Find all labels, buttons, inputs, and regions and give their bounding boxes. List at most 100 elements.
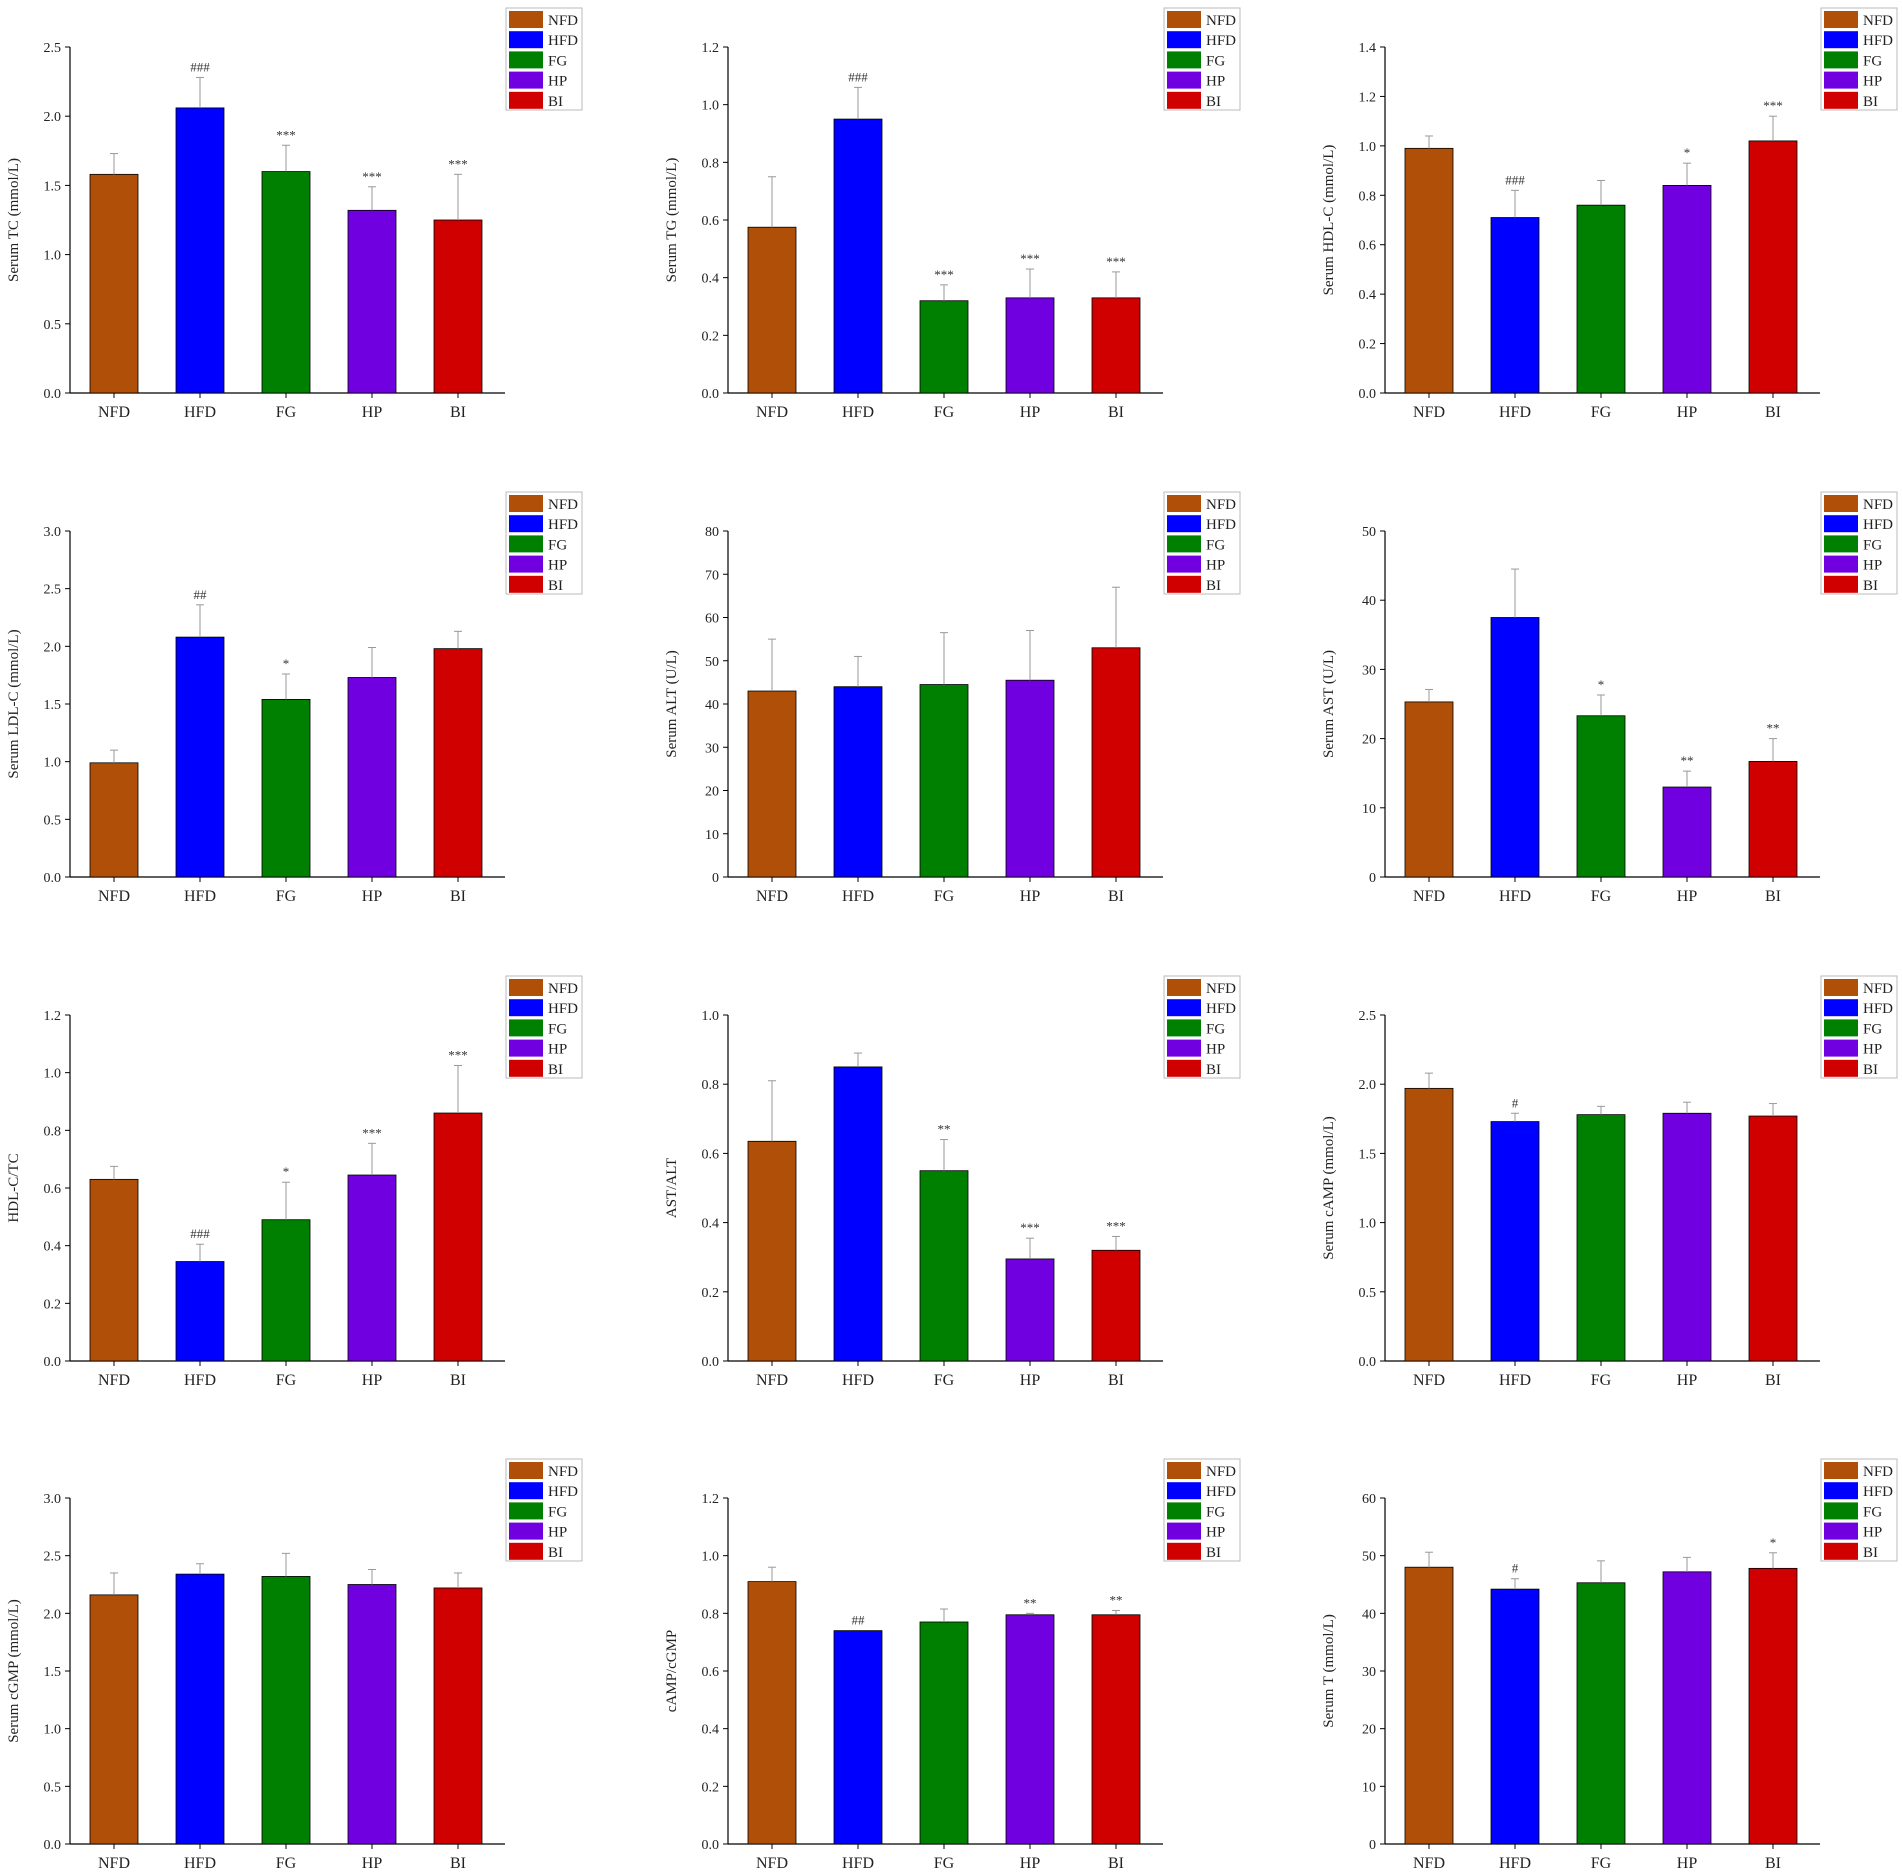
legend-swatch-bi bbox=[1824, 1059, 1858, 1077]
legend: NFD HFD FG HP BI bbox=[505, 491, 583, 595]
legend: NFD HFD FG HP BI bbox=[1820, 7, 1898, 111]
bar-fg bbox=[261, 1219, 311, 1362]
legend-swatch-bi bbox=[1167, 91, 1201, 109]
x-tick-label: NFD bbox=[756, 404, 788, 421]
y-tick-label: 30 bbox=[1362, 663, 1376, 678]
legend-swatch-hp bbox=[1167, 1039, 1201, 1057]
chart-panel-12: 0 10 20 30 40 50 60 Serum T (mmol/L) NFD # HFD FG HP… bbox=[1321, 1458, 1898, 1872]
y-tick-label: 50 bbox=[1362, 1550, 1376, 1565]
y-tick-label: 0.0 bbox=[44, 387, 62, 402]
bar-hp bbox=[347, 209, 397, 394]
significance-label: *** bbox=[934, 267, 954, 282]
legend-label-bi: BI bbox=[548, 94, 563, 110]
bar-fg bbox=[1576, 1114, 1626, 1362]
legend-swatch-fg bbox=[509, 1502, 543, 1520]
x-tick-label: NFD bbox=[756, 888, 788, 905]
legend-swatch-hp bbox=[1824, 555, 1858, 573]
legend-label-fg: FG bbox=[548, 1021, 567, 1037]
legend-label-hfd: HFD bbox=[1863, 1001, 1893, 1017]
significance-label: ** bbox=[1024, 1595, 1037, 1610]
legend-label-hp: HP bbox=[548, 1042, 567, 1058]
bar-hp bbox=[347, 677, 397, 878]
significance-label: ## bbox=[194, 587, 208, 602]
y-tick-label: 0.0 bbox=[702, 1355, 720, 1370]
bar-nfd bbox=[747, 690, 797, 878]
bar-fg bbox=[919, 1170, 969, 1362]
legend-swatch-fg bbox=[1824, 1502, 1858, 1520]
significance-label: * bbox=[283, 656, 290, 671]
x-tick-label: HFD bbox=[842, 888, 874, 905]
legend-swatch-nfd bbox=[1167, 979, 1201, 996]
legend-swatch-hfd bbox=[509, 999, 543, 1017]
y-tick-label: 1.0 bbox=[702, 1550, 720, 1565]
bar-hfd bbox=[175, 636, 225, 878]
legend-swatch-nfd bbox=[1824, 979, 1858, 996]
x-tick-label: HP bbox=[1020, 1372, 1041, 1389]
chart-panel-10: 0.0 0.5 1.0 1.5 2.0 2.5 3.0 Serum cGMP (mmol/L)… bbox=[6, 1458, 583, 1872]
legend-swatch-hfd bbox=[509, 515, 543, 533]
x-tick-label: HP bbox=[1020, 1855, 1041, 1872]
y-tick-label: 1.0 bbox=[44, 1723, 62, 1738]
y-tick-label: 50 bbox=[705, 655, 719, 670]
significance-label: # bbox=[1512, 1095, 1519, 1110]
bar-hfd bbox=[175, 1573, 225, 1845]
x-tick-label: HFD bbox=[842, 1372, 874, 1389]
legend-label-hp: HP bbox=[548, 558, 567, 574]
y-tick-label: 20 bbox=[1362, 1723, 1376, 1738]
y-tick-label: 1.0 bbox=[702, 99, 720, 114]
x-tick-label: HFD bbox=[842, 1855, 874, 1872]
legend-swatch-hfd bbox=[1824, 31, 1858, 49]
bar-bi bbox=[433, 1112, 483, 1362]
y-tick-label: 40 bbox=[1362, 594, 1376, 609]
y-axis-label: Serum HDL-C (mmol/L) bbox=[1321, 145, 1337, 296]
legend-label-nfd: NFD bbox=[1206, 981, 1236, 997]
legend-label-hfd: HFD bbox=[1206, 517, 1236, 533]
legend-label-nfd: NFD bbox=[548, 13, 578, 29]
legend-label-nfd: NFD bbox=[548, 981, 578, 997]
legend-label-hp: HP bbox=[1863, 1525, 1882, 1541]
legend-label-nfd: NFD bbox=[1863, 497, 1893, 513]
legend-label-bi: BI bbox=[548, 1062, 563, 1078]
y-tick-label: 40 bbox=[1362, 1607, 1376, 1622]
x-tick-label: FG bbox=[276, 1372, 297, 1389]
significance-label: *** bbox=[276, 127, 296, 142]
bar-hp bbox=[1005, 297, 1055, 394]
legend-swatch-bi bbox=[1824, 575, 1858, 593]
chart-panel-3: 0.0 0.2 0.4 0.6 0.8 1.0 1.2 1.4 Serum HDL-C (mmo… bbox=[1321, 7, 1898, 421]
legend-swatch-bi bbox=[1167, 1542, 1201, 1560]
x-tick-label: BI bbox=[450, 1855, 466, 1872]
y-tick-label: 0.5 bbox=[44, 813, 62, 828]
x-tick-label: BI bbox=[1765, 404, 1781, 421]
x-tick-label: FG bbox=[934, 404, 955, 421]
x-tick-label: NFD bbox=[98, 1855, 130, 1872]
legend-swatch-nfd bbox=[1824, 1462, 1858, 1479]
x-tick-label: FG bbox=[276, 404, 297, 421]
bar-nfd bbox=[747, 226, 797, 394]
legend-swatch-fg bbox=[1167, 1502, 1201, 1520]
legend-swatch-nfd bbox=[509, 495, 543, 512]
y-tick-label: 40 bbox=[705, 698, 719, 713]
legend-label-nfd: NFD bbox=[1863, 1464, 1893, 1480]
y-tick-label: 1.2 bbox=[702, 41, 720, 56]
bar-hfd bbox=[1490, 1121, 1540, 1362]
legend-swatch-fg bbox=[1824, 1019, 1858, 1037]
bar-fg bbox=[1576, 1582, 1626, 1845]
y-tick-label: 0.2 bbox=[702, 1286, 720, 1301]
legend-label-hp: HP bbox=[1863, 1042, 1882, 1058]
y-tick-label: 3.0 bbox=[44, 525, 62, 540]
legend-swatch-fg bbox=[1167, 1019, 1201, 1037]
y-tick-label: 0.2 bbox=[702, 1780, 720, 1795]
y-tick-label: 10 bbox=[705, 828, 719, 843]
legend-label-nfd: NFD bbox=[1206, 497, 1236, 513]
legend-swatch-bi bbox=[1167, 575, 1201, 593]
x-tick-label: BI bbox=[1765, 888, 1781, 905]
y-tick-label: 0 bbox=[712, 871, 719, 886]
bar-hfd bbox=[1490, 217, 1540, 394]
legend-label-hp: HP bbox=[1206, 74, 1225, 90]
y-tick-label: 10 bbox=[1362, 1780, 1376, 1795]
bar-fg bbox=[261, 171, 311, 394]
bar-hp bbox=[1662, 184, 1712, 394]
legend-label-fg: FG bbox=[1863, 1021, 1882, 1037]
legend-label-hp: HP bbox=[1206, 1042, 1225, 1058]
